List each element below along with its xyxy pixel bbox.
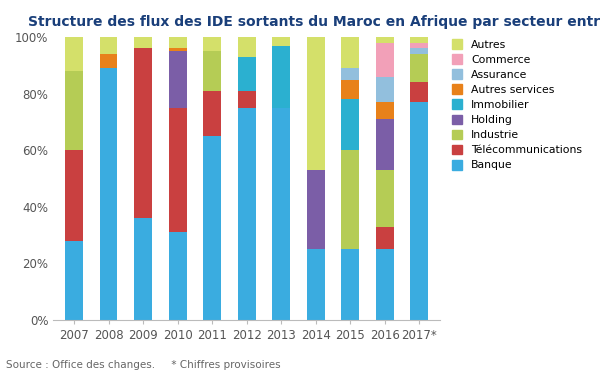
Bar [376, 119, 394, 170]
Bar [100, 37, 118, 54]
Bar [272, 37, 290, 46]
Bar [65, 241, 83, 320]
Bar [134, 218, 152, 320]
Bar [307, 170, 325, 249]
Bar [238, 91, 256, 108]
Bar [203, 51, 221, 91]
Bar [238, 37, 256, 57]
Bar [341, 80, 359, 99]
Bar [169, 37, 187, 48]
Bar [272, 46, 290, 108]
Bar [203, 91, 221, 136]
Bar [169, 108, 187, 232]
Bar [100, 68, 118, 320]
Bar [376, 43, 394, 77]
Bar [134, 48, 152, 218]
Bar [65, 37, 83, 71]
Bar [341, 37, 359, 68]
Bar [307, 249, 325, 320]
Bar [410, 54, 428, 82]
Bar [410, 102, 428, 320]
Bar [203, 136, 221, 320]
Bar [307, 37, 325, 170]
Bar [169, 48, 187, 51]
Bar [65, 71, 83, 150]
Bar [341, 249, 359, 320]
Bar [410, 43, 428, 48]
Bar [410, 48, 428, 54]
Bar [238, 108, 256, 320]
Bar [376, 77, 394, 102]
Bar [341, 68, 359, 80]
Bar [238, 57, 256, 91]
Bar [341, 99, 359, 150]
Bar [376, 249, 394, 320]
Bar [65, 150, 83, 241]
Bar [169, 232, 187, 320]
Bar [100, 54, 118, 68]
Bar [272, 108, 290, 320]
Bar [341, 150, 359, 249]
Text: Structure des flux des IDE sortants du Maroc en Afrique par secteur entre 2008 e: Structure des flux des IDE sortants du M… [28, 15, 600, 29]
Bar [203, 37, 221, 51]
Bar [134, 37, 152, 48]
Bar [376, 227, 394, 249]
Bar [410, 37, 428, 43]
Bar [169, 51, 187, 108]
Bar [376, 37, 394, 43]
Text: Source : Office des changes.     * Chiffres provisoires: Source : Office des changes. * Chiffres … [6, 360, 281, 370]
Bar [376, 170, 394, 227]
Legend: Autres, Commerce, Assurance, Autres services, Immobilier, Holding, Industrie, Té: Autres, Commerce, Assurance, Autres serv… [449, 37, 584, 173]
Bar [376, 102, 394, 119]
Bar [410, 82, 428, 102]
